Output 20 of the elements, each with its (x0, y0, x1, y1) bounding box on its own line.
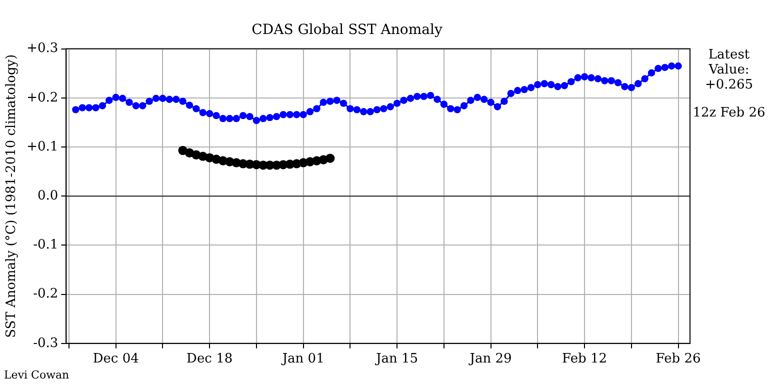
y-tick-label: -0.1 (33, 238, 58, 253)
x-tick-label: Feb 12 (562, 352, 608, 367)
text: Levi Cowan (4, 368, 70, 382)
x-tick-label: Jan 15 (374, 352, 418, 367)
x-tick-label: Dec 04 (92, 352, 139, 367)
x-tick-label: Jan 29 (468, 352, 512, 367)
y-tick-label: +0.1 (26, 139, 58, 154)
chart-title: CDAS Global SST Anomaly (252, 22, 442, 38)
y-axis-title: SST Anomaly (°C) (1981-2010 climatology) (4, 54, 20, 338)
y-tick-label: -0.2 (33, 286, 58, 302)
x-tick-label: Jan 01 (280, 352, 324, 367)
x-tick-label: Feb 26 (656, 352, 701, 367)
y-tick-label: +0.2 (26, 90, 58, 106)
text: Latest Value: +0.265 (704, 48, 754, 93)
y-tick-label: 0.0 (37, 188, 58, 204)
x-tick-label: Dec 18 (186, 352, 233, 367)
y-tick-label: -0.3 (33, 336, 58, 351)
text: 12z Feb 26 (692, 106, 766, 121)
point (326, 154, 335, 163)
y-tick-label: +0.3 (26, 41, 58, 56)
